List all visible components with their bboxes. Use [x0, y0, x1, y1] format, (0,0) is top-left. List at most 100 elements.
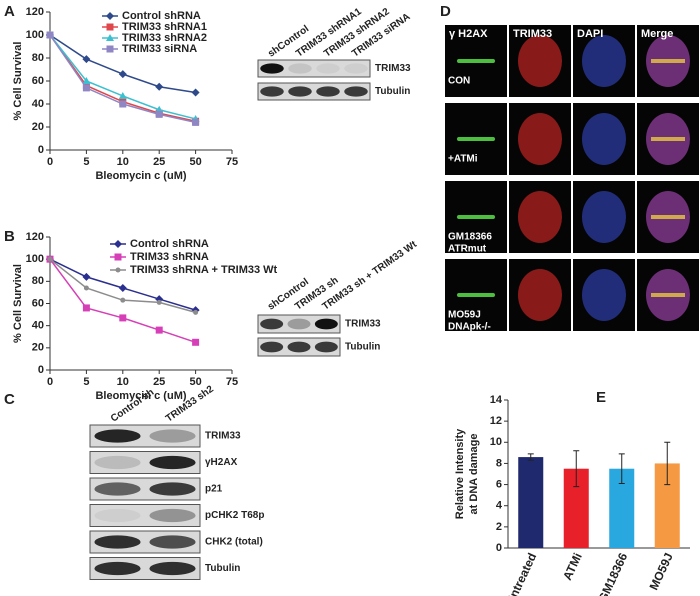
- nucleus: [582, 35, 626, 87]
- error-bar: [618, 453, 625, 485]
- legend-marker: [106, 23, 114, 31]
- blot-band: [287, 341, 311, 353]
- marker: [156, 299, 162, 305]
- x-tick-label: 10: [117, 376, 129, 388]
- marker: [192, 338, 200, 346]
- legend-marker: [106, 45, 114, 53]
- band-label: TRIM33: [345, 319, 381, 330]
- error-bar: [664, 441, 671, 486]
- panel-label: E: [596, 389, 606, 406]
- x-tick-label: 5: [83, 376, 89, 388]
- nucleus: [582, 113, 626, 165]
- row-label: GM18366: [448, 232, 492, 243]
- y-axis-label: % Cell Survival: [12, 264, 24, 343]
- blot-band: [94, 429, 141, 443]
- nucleus: [518, 113, 562, 165]
- marker: [119, 100, 127, 108]
- foci: [457, 215, 495, 219]
- legend-marker: [115, 267, 121, 273]
- marker: [192, 118, 200, 126]
- column-label: TRIM33: [513, 28, 552, 40]
- y-tick-label: 0: [38, 364, 44, 376]
- blot-band: [149, 561, 196, 576]
- legend-label: TRIM33 shRNA2: [122, 32, 207, 44]
- x-tick-label: 25: [153, 376, 165, 388]
- marker: [155, 82, 164, 91]
- blot-band: [94, 508, 141, 523]
- y-tick-label: 120: [26, 6, 44, 18]
- y-tick-label: 14: [490, 394, 503, 406]
- nucleus: [518, 191, 562, 243]
- panel-label: D: [440, 3, 451, 20]
- y-tick-label: 0: [496, 542, 502, 554]
- marker: [155, 326, 163, 334]
- marker: [46, 31, 54, 39]
- nucleus: [582, 269, 626, 321]
- y-tick-label: 8: [496, 457, 502, 469]
- bar: [518, 457, 544, 548]
- band-label: p21: [205, 484, 223, 495]
- foci: [457, 137, 495, 141]
- blot-band: [149, 482, 196, 496]
- y-tick-label: 20: [32, 342, 44, 354]
- marker: [118, 70, 127, 79]
- row-label: +ATMi: [448, 154, 478, 165]
- marker: [82, 84, 90, 92]
- marker: [193, 309, 199, 315]
- blot-strip: [89, 504, 201, 527]
- blot-band: [94, 561, 141, 576]
- nucleus: [518, 35, 562, 87]
- x-tick-label: GM18366: [595, 550, 630, 596]
- y-tick-label: 100: [26, 253, 44, 265]
- legend-marker: [114, 240, 122, 248]
- foci: [457, 59, 495, 63]
- marker: [118, 91, 127, 99]
- error-bar: [573, 450, 580, 488]
- error-bar: [527, 453, 534, 461]
- marker: [119, 314, 127, 322]
- row-label: ATRmut: [448, 244, 487, 255]
- y-tick-label: 12: [490, 415, 502, 427]
- x-tick-label: 0: [47, 156, 53, 168]
- band-label: CHK2 (total): [205, 537, 263, 548]
- band-label: TRIM33: [205, 431, 241, 442]
- y-axis-label: % Cell Survival: [12, 42, 24, 121]
- marker: [82, 77, 91, 84]
- band-label: TRIM33: [375, 63, 411, 74]
- band-label: γH2AX: [205, 457, 238, 468]
- column-label: Merge: [641, 28, 673, 40]
- nucleus: [518, 269, 562, 321]
- y-axis-label: Relative Intensity: [454, 428, 466, 519]
- x-axis-label: Bleomycin c (uM): [95, 390, 186, 402]
- foci: [651, 137, 685, 141]
- row-label: CON: [448, 76, 470, 87]
- blot-band: [149, 455, 196, 470]
- legend-label: Control shRNA: [130, 238, 209, 250]
- y-tick-label: 60: [32, 297, 44, 309]
- row-label: MO59J: [448, 310, 481, 321]
- band-label: pCHK2 T68p: [205, 510, 264, 521]
- blot-band: [149, 508, 196, 523]
- y-tick-label: 0: [38, 144, 44, 156]
- panel-label: A: [4, 3, 15, 20]
- y-tick-label: 20: [32, 121, 44, 133]
- legend-label: TRIM33 shRNA: [130, 251, 209, 263]
- legend-label: TRIM33 shRNA + TRIM33 Wt: [130, 264, 278, 276]
- marker: [155, 110, 163, 118]
- legend-marker: [106, 34, 114, 41]
- y-tick-label: 100: [26, 29, 44, 41]
- x-tick-label: 50: [189, 376, 201, 388]
- x-axis-label: Bleomycin c (uM): [95, 170, 186, 182]
- foci: [457, 293, 495, 297]
- marker: [118, 283, 127, 292]
- blot-band: [316, 86, 340, 97]
- column-label: γ H2AX: [449, 28, 488, 40]
- blot-strip: [257, 59, 371, 78]
- blot-band: [260, 318, 284, 330]
- foci: [651, 215, 685, 219]
- blot-band: [94, 455, 141, 470]
- y-tick-label: 60: [32, 75, 44, 87]
- x-tick-label: 75: [226, 376, 238, 388]
- legend-label: TRIM33 shRNA1: [122, 21, 207, 33]
